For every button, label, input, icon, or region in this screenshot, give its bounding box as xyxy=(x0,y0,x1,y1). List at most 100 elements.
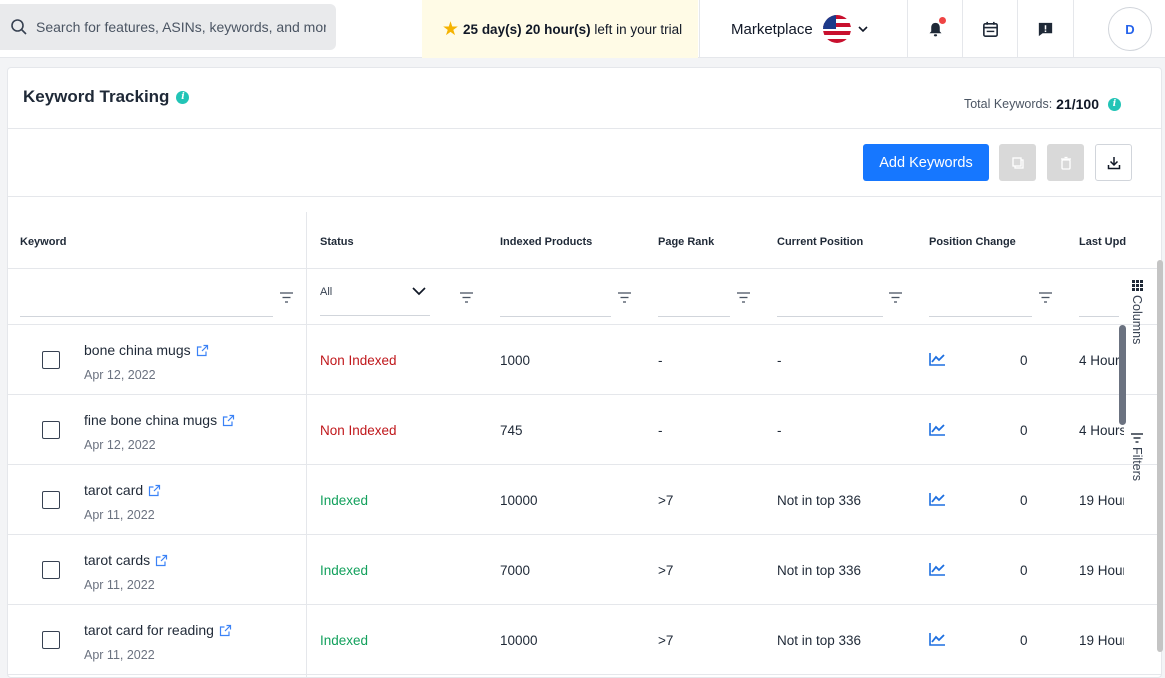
keyword-table: Keyword Status Indexed Products Page Ran… xyxy=(8,212,1161,677)
us-flag-icon xyxy=(822,15,851,43)
notifications-button[interactable] xyxy=(907,0,962,58)
position-change-filter-input[interactable] xyxy=(929,269,1032,317)
trash-icon xyxy=(1060,156,1071,170)
status-cell: Non Indexed xyxy=(320,353,397,368)
row-checkbox[interactable] xyxy=(42,351,60,369)
table-row[interactable]: fine bone china mugs Apr 12, 2022 Non In… xyxy=(8,395,1161,465)
toolbar xyxy=(8,129,1161,197)
trend-chart-icon[interactable] xyxy=(929,562,946,576)
global-search[interactable] xyxy=(0,4,336,50)
last-updated-filter-field[interactable] xyxy=(1079,269,1119,316)
bell-icon xyxy=(929,22,941,36)
keyword-text[interactable]: bone china mugs xyxy=(84,342,191,358)
keyword-date: Apr 12, 2022 xyxy=(84,438,156,452)
chevron-down-icon xyxy=(412,287,426,296)
feedback-icon xyxy=(1038,22,1052,36)
account-area: D xyxy=(1073,0,1165,58)
feedback-button[interactable] xyxy=(1017,0,1072,58)
status-filter-value: All xyxy=(320,286,333,298)
status-cell: Indexed xyxy=(320,493,369,508)
indexed-products-filter-field[interactable] xyxy=(500,269,611,316)
page-scrollbar[interactable] xyxy=(1157,260,1163,652)
filter-icon[interactable] xyxy=(737,292,750,303)
table-row[interactable]: tarot card Apr 11, 2022 Indexed 10000 >7… xyxy=(8,465,1161,535)
last-updated-filter-input[interactable] xyxy=(1079,269,1119,317)
trend-chart-icon[interactable] xyxy=(929,422,946,436)
external-link-icon[interactable] xyxy=(155,554,168,567)
keyword-filter-field[interactable] xyxy=(20,269,273,316)
keyword-date: Apr 11, 2022 xyxy=(84,578,155,592)
info-icon[interactable]: i xyxy=(1108,97,1121,111)
info-icon[interactable]: i xyxy=(176,90,190,104)
notification-dot xyxy=(938,16,947,25)
table-scrollbar[interactable] xyxy=(1119,325,1126,425)
current-position-filter-input[interactable] xyxy=(777,269,883,317)
header-current-position[interactable]: Current Position xyxy=(777,236,864,248)
delete-button[interactable] xyxy=(1047,144,1084,181)
columns-tab[interactable]: Columns xyxy=(1125,280,1149,344)
avatar[interactable]: D xyxy=(1108,7,1152,51)
keyword-date: Apr 12, 2022 xyxy=(84,368,156,382)
total-keywords-value: 21/100 xyxy=(1056,96,1099,112)
keyword-tracking-card: Keyword Tracking i Total Keywords: 21/10… xyxy=(7,67,1162,678)
current-position-cell: Not in top 336 xyxy=(777,633,862,648)
search-input[interactable] xyxy=(36,19,326,35)
last-updated-cell: 4 Hours ago xyxy=(1079,353,1124,368)
page-rank-cell: >7 xyxy=(658,493,674,508)
header-last-updated[interactable]: Last Upd xyxy=(1079,236,1127,248)
keyword-filter-input[interactable] xyxy=(20,269,273,317)
keyword-text[interactable]: tarot card xyxy=(84,482,144,498)
position-change-filter-field[interactable] xyxy=(929,269,1032,316)
add-keywords-button[interactable]: Add Keywords xyxy=(863,144,989,181)
page-rank-filter-input[interactable] xyxy=(658,269,730,317)
filter-row: All xyxy=(8,269,1161,325)
external-link-icon[interactable] xyxy=(196,344,209,357)
table-row[interactable]: tarot cards Apr 11, 2022 Indexed 7000 >7… xyxy=(8,535,1161,605)
marketplace-selector[interactable]: Marketplace xyxy=(699,0,907,58)
keyword-cell: fine bone china mugs xyxy=(84,412,235,428)
header-keyword[interactable]: Keyword xyxy=(20,236,67,248)
current-position-cell: Not in top 336 xyxy=(777,493,862,508)
status-cell: Indexed xyxy=(320,633,369,648)
copy-icon xyxy=(1011,156,1024,169)
keyword-text[interactable]: fine bone china mugs xyxy=(84,412,218,428)
current-position-cell: Not in top 336 xyxy=(777,563,862,578)
current-position-cell: - xyxy=(777,423,782,438)
row-checkbox[interactable] xyxy=(42,491,60,509)
header-indexed-products[interactable]: Indexed Products xyxy=(500,236,593,248)
filters-tab[interactable]: Filters xyxy=(1125,433,1149,481)
external-link-icon[interactable] xyxy=(222,414,235,427)
status-cell: Indexed xyxy=(320,563,369,578)
indexed-products-filter-input[interactable] xyxy=(500,269,611,317)
position-change-cell: 0 xyxy=(1020,423,1028,438)
status-filter-select[interactable]: All xyxy=(320,269,430,316)
trend-chart-icon[interactable] xyxy=(929,352,946,366)
filter-icon[interactable] xyxy=(618,292,631,303)
header-page-rank[interactable]: Page Rank xyxy=(658,236,715,248)
table-row[interactable]: bone china mugs Apr 12, 2022 Non Indexed… xyxy=(8,325,1161,395)
filter-icon[interactable] xyxy=(1039,292,1052,303)
external-link-icon[interactable] xyxy=(219,624,232,637)
filter-icon[interactable] xyxy=(280,292,293,303)
column-divider xyxy=(306,212,307,677)
header-position-change[interactable]: Position Change xyxy=(929,236,1016,248)
row-checkbox[interactable] xyxy=(42,421,60,439)
row-checkbox[interactable] xyxy=(42,631,60,649)
filter-icon[interactable] xyxy=(460,292,473,303)
trend-chart-icon[interactable] xyxy=(929,632,946,646)
download-button[interactable] xyxy=(1095,144,1132,181)
table-row[interactable]: tarot card for reading Apr 11, 2022 Inde… xyxy=(8,605,1161,675)
current-position-filter-field[interactable] xyxy=(777,269,883,316)
keyword-text[interactable]: tarot cards xyxy=(84,552,151,568)
filter-icon[interactable] xyxy=(889,292,902,303)
page-rank-cell: - xyxy=(658,423,663,438)
keyword-text[interactable]: tarot card for reading xyxy=(84,622,214,638)
row-checkbox[interactable] xyxy=(42,561,60,579)
keyword-cell: tarot card xyxy=(84,482,161,498)
header-status[interactable]: Status xyxy=(320,236,354,248)
copy-button[interactable] xyxy=(999,144,1036,181)
page-rank-filter-field[interactable] xyxy=(658,269,730,316)
trend-chart-icon[interactable] xyxy=(929,492,946,506)
external-link-icon[interactable] xyxy=(148,484,161,497)
calendar-button[interactable] xyxy=(962,0,1017,58)
